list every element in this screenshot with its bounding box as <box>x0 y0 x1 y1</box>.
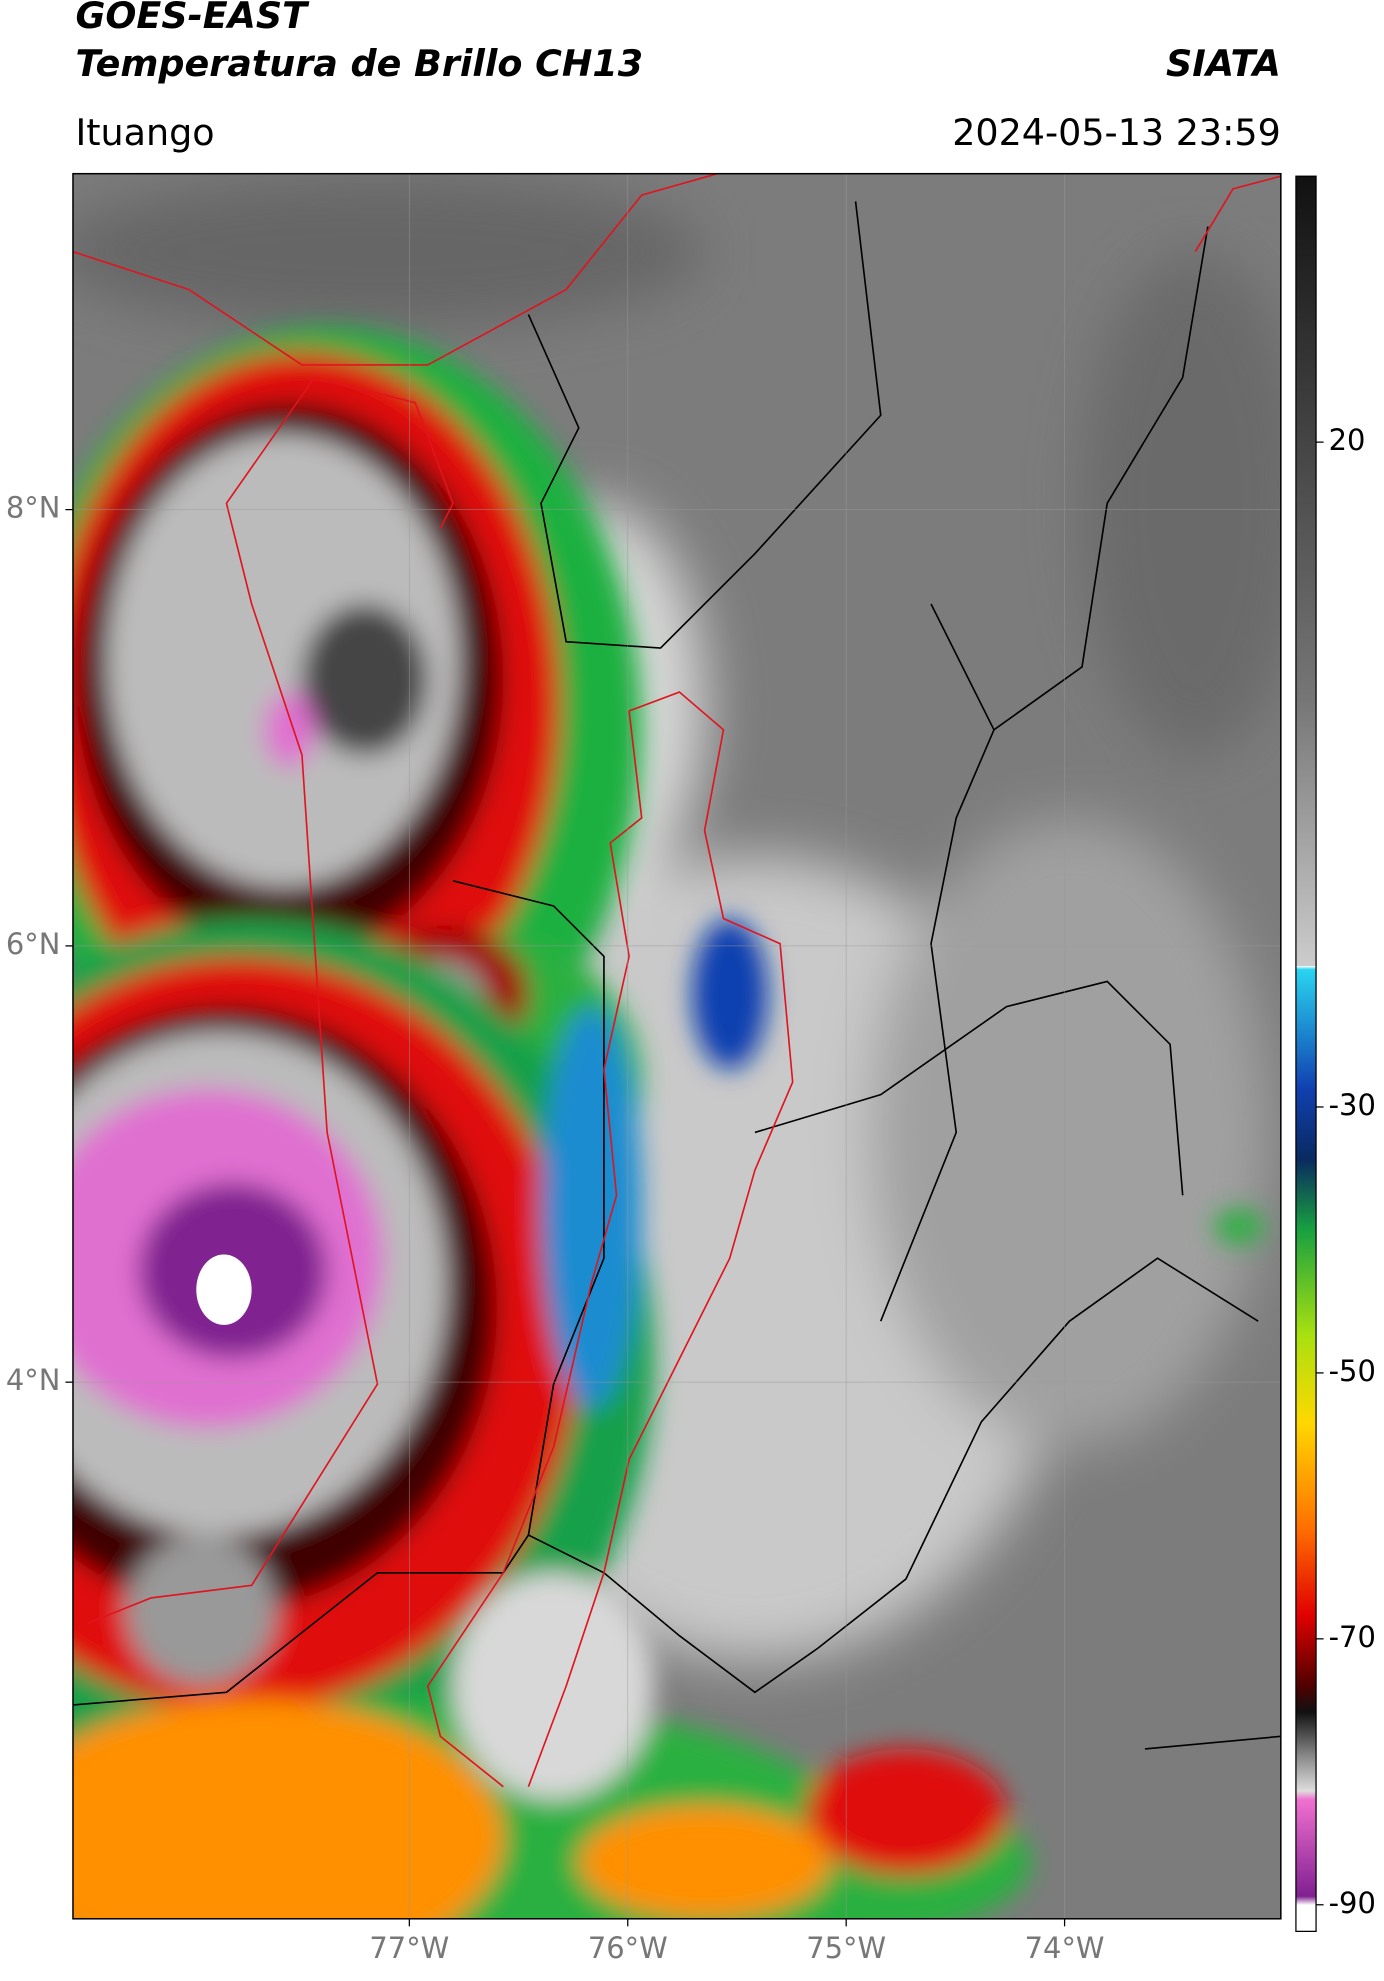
y-tick-label: 6°N <box>6 927 61 961</box>
x-tick-label: 74°W <box>1025 1931 1105 1965</box>
map-frame <box>72 172 1282 1920</box>
y-tick-label: 8°N <box>6 491 61 525</box>
source: SIATA <box>1166 42 1281 85</box>
location: Ituango <box>75 111 214 154</box>
datetime: 2024-05-13 23:59 <box>952 111 1281 154</box>
colorbar-tick-label: 20 <box>1329 423 1366 457</box>
colorbar-tick-label: -50 <box>1329 1354 1376 1388</box>
colorbar-tick-label: -30 <box>1329 1088 1376 1122</box>
title: GOES-EAST <box>75 0 310 37</box>
x-tick-label: 75°W <box>806 1931 886 1965</box>
colorbar-tick-label: -70 <box>1329 1620 1376 1654</box>
subtitle: Temperatura de Brillo CH13 <box>75 42 643 85</box>
imagery <box>72 173 1281 1919</box>
y-tick-label: 4°N <box>6 1363 61 1397</box>
x-tick-label: 77°W <box>369 1931 449 1965</box>
colorbar <box>1295 175 1317 1932</box>
colorbar-tick-label: -90 <box>1329 1886 1376 1920</box>
grid <box>72 173 1281 1919</box>
x-tick-label: 76°W <box>588 1931 668 1965</box>
